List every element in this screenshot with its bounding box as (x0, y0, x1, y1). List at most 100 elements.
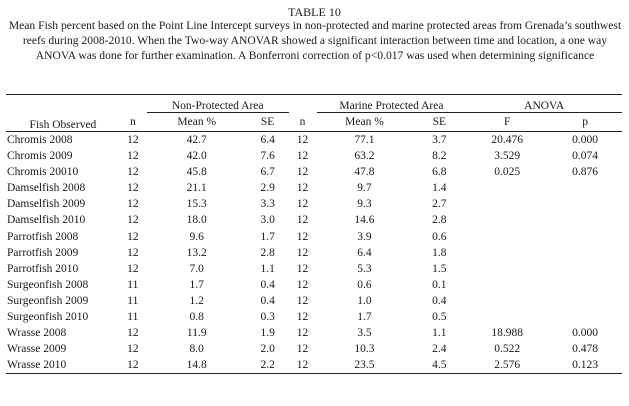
header-np-se: SE (246, 112, 289, 132)
cell-anova-f: 3.529 (494, 150, 521, 163)
cell-anova-p (548, 293, 622, 309)
table-row: Parrotfish 2009 12 13.2 2.8 12 6.4 1.8 (6, 245, 622, 261)
cell-np-mean: 7.0 (189, 262, 204, 275)
cell-mp-n: 12 (296, 294, 309, 307)
cell-np-n: 12 (127, 150, 139, 163)
cell-np-se: 3.0 (260, 214, 275, 227)
table-row: Surgeonfish 2010 11 0.8 0.3 12 1.7 0.5 (6, 309, 622, 325)
cell-mp-n: 12 (296, 198, 309, 211)
cell-np-se: 2.9 (260, 182, 275, 195)
cell-anova-p (548, 245, 622, 261)
cell-mp-n: 12 (296, 311, 309, 324)
cell-np-n: 12 (127, 246, 139, 259)
cell-np-mean: 8.0 (189, 343, 204, 356)
cell-anova-p (548, 180, 622, 196)
cell-fish-observed: Wrasse 2010 (6, 357, 119, 375)
cell-anova-f (466, 293, 548, 309)
cell-anova-p (548, 309, 622, 325)
table-row: Wrasse 2008 12 11.9 1.9 12 3.5 1.1 18.988 0.000 (6, 325, 622, 341)
cell-mp-mean: 10.3 (354, 343, 375, 356)
cell-mp-n: 12 (296, 230, 309, 243)
cell-fish-observed: Parrotfish 2008 (7, 230, 79, 243)
header-fish-observed: Fish Observed (6, 94, 119, 132)
cell-np-mean: 45.8 (186, 166, 207, 179)
cell-fish-observed: Surgeonfish 2008 (7, 278, 89, 291)
cell-mp-mean: 23.5 (316, 357, 413, 375)
cell-mp-se: 8.2 (432, 150, 447, 163)
cell-anova-p (548, 212, 622, 228)
table-row: Damselfish 2009 12 15.3 3.3 12 9.3 2.7 (6, 196, 622, 212)
table-row: Wrasse 2010 12 14.8 2.2 12 23.5 4.5 2.576 0.123 (6, 357, 622, 375)
cell-np-mean: 0.8 (189, 311, 204, 324)
cell-np-mean: 21.1 (186, 182, 207, 195)
cell-anova-p: 0.074 (572, 150, 598, 163)
cell-np-n: 12 (127, 214, 139, 227)
cell-fish-observed: Chromis 2008 (7, 134, 73, 146)
cell-anova-f (466, 277, 548, 293)
cell-np-se: 1.1 (260, 262, 275, 275)
cell-np-mean: 11.9 (186, 327, 207, 340)
table-body: Chromis 2008 12 42.7 6.4 12 77.1 3.7 20.476 0.00… (6, 132, 622, 375)
table-number: TABLE 10 (288, 5, 341, 19)
cell-np-mean: 1.7 (189, 278, 204, 291)
cell-np-se: 7.6 (260, 150, 275, 163)
cell-np-se: 0.4 (260, 294, 275, 307)
cell-mp-mean: 9.7 (357, 182, 372, 195)
cell-mp-mean: 63.2 (354, 150, 375, 163)
cell-np-se: 1.9 (260, 327, 275, 340)
cell-np-mean: 18.0 (186, 214, 207, 227)
cell-np-n: 12 (127, 262, 139, 275)
cell-mp-se: 1.4 (432, 182, 447, 195)
cell-anova-p: 0.123 (548, 357, 622, 375)
cell-mp-se: 0.5 (432, 311, 447, 324)
cell-anova-f: 2.576 (466, 357, 549, 375)
cell-anova-p (548, 261, 622, 277)
table-row: Wrasse 2009 12 8.0 2.0 12 10.3 2.4 0.522 0.478 (6, 341, 622, 357)
cell-mp-se: 1.1 (432, 327, 447, 340)
cell-mp-se: 0.4 (432, 294, 447, 307)
table-row: Surgeonfish 2009 11 1.2 0.4 12 1.0 0.4 (6, 293, 622, 309)
header-mp-mean: Mean % (316, 112, 413, 132)
cell-np-se: 0.4 (260, 278, 275, 291)
cell-mp-n: 12 (296, 182, 309, 195)
cell-mp-mean: 1.0 (357, 294, 372, 307)
cell-mp-se: 6.8 (432, 166, 447, 179)
cell-anova-f: 20.476 (491, 134, 524, 146)
header-anova-f: F (466, 112, 549, 132)
cell-mp-se: 2.8 (432, 214, 447, 227)
cell-anova-p (548, 277, 622, 293)
cell-np-mean: 1.2 (189, 294, 204, 307)
cell-np-mean: 15.3 (186, 198, 207, 211)
cell-np-n: 12 (127, 198, 139, 211)
cell-mp-mean: 14.6 (354, 214, 375, 227)
cell-fish-observed: Parrotfish 2009 (7, 246, 79, 259)
cell-mp-n: 12 (296, 327, 309, 340)
cell-np-mean: 42.7 (186, 134, 207, 146)
cell-fish-observed: Wrasse 2008 (7, 327, 67, 340)
cell-anova-p: 0.478 (572, 343, 598, 356)
cell-anova-f: 0.025 (494, 166, 521, 179)
cell-mp-mean: 3.9 (357, 230, 372, 243)
cell-anova-f (466, 309, 548, 325)
header-non-protected-area: Non-Protected Area (146, 94, 289, 113)
cell-anova-f (466, 212, 548, 228)
table-row: Parrotfish 2010 12 7.0 1.1 12 5.3 1.5 (6, 261, 622, 277)
cell-mp-se: 2.7 (432, 198, 447, 211)
cell-mp-mean: 5.3 (357, 262, 372, 275)
cell-mp-n: 12 (296, 134, 309, 146)
table-row: Damselfish 2010 12 18.0 3.0 12 14.6 2.8 (6, 212, 622, 228)
cell-mp-n: 12 (296, 343, 309, 356)
cell-fish-observed: Parrotfish 2010 (7, 262, 79, 275)
cell-np-mean: 14.8 (146, 357, 247, 375)
cell-mp-n: 12 (288, 357, 317, 375)
header-mp-se: SE (412, 112, 467, 132)
cell-mp-se: 4.5 (412, 357, 467, 375)
cell-np-n: 12 (127, 182, 139, 195)
header-np-mean: Mean % (146, 112, 247, 132)
header-marine-protected-area: Marine Protected Area (316, 94, 467, 113)
cell-anova-f (466, 196, 548, 212)
cell-mp-se: 2.4 (432, 343, 447, 356)
cell-np-se: 1.7 (260, 230, 275, 243)
cell-np-n: 11 (127, 311, 139, 324)
cell-mp-mean: 0.6 (357, 278, 372, 291)
